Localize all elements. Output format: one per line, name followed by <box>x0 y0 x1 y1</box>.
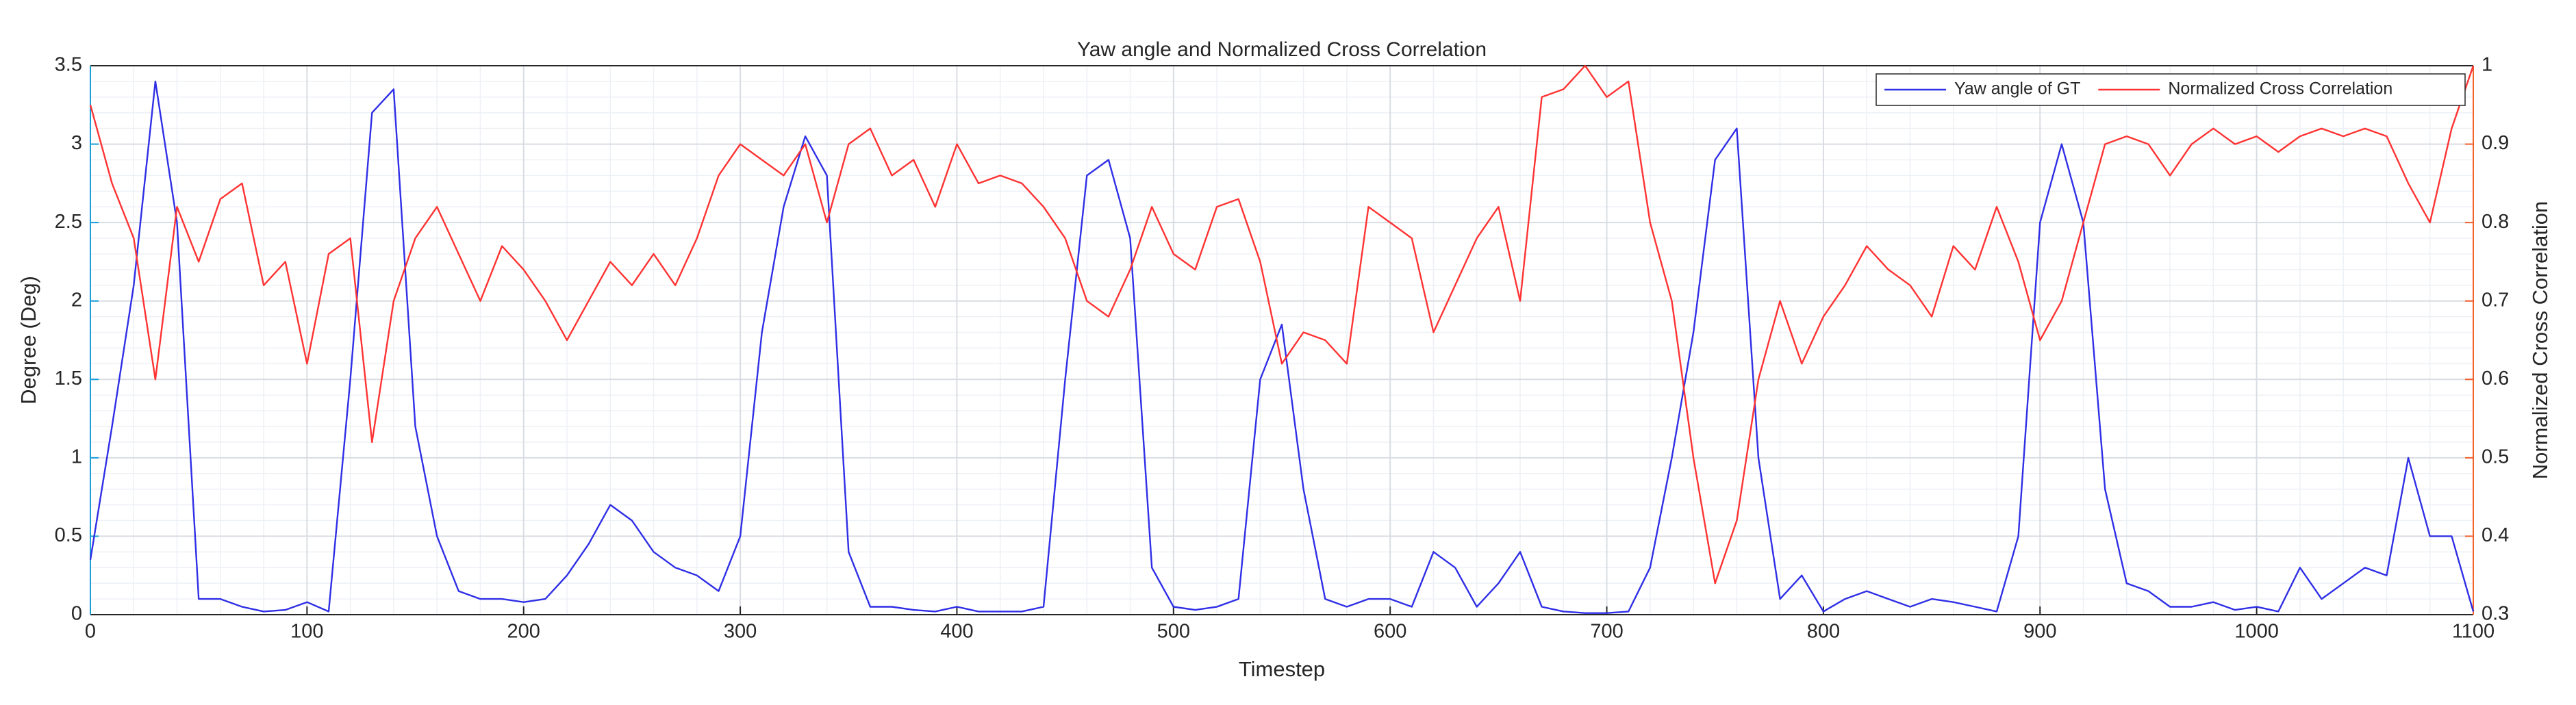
y-tick-label: 0 <box>71 603 82 625</box>
legend-label: Yaw angle of GT <box>1954 79 2080 99</box>
x-axis-label: Timestep <box>1239 657 1325 681</box>
x-tick-label: 0 <box>85 621 96 643</box>
x-tick-label: 900 <box>2023 621 2056 643</box>
y2-tick-label: 0.8 <box>2482 211 2509 233</box>
x-tick-label: 300 <box>724 621 757 643</box>
y2-tick-label: 0.5 <box>2482 446 2509 468</box>
y-tick-label: 1.5 <box>55 368 82 389</box>
y-axis-label: Degree (Deg) <box>16 276 40 405</box>
legend-label: Normalized Cross Correlation <box>2168 79 2392 99</box>
y-tick-label: 2.5 <box>55 211 82 233</box>
x-tick-label: 500 <box>1157 621 1190 643</box>
y2-tick-label: 0.4 <box>2482 524 2509 546</box>
y-tick-label: 1 <box>71 446 82 468</box>
y-tick-label: 3.5 <box>55 54 82 76</box>
y-tick-label: 2 <box>71 289 82 311</box>
y2-tick-label: 0.9 <box>2482 132 2509 154</box>
x-tick-label: 700 <box>1590 621 1623 643</box>
y-tick-label: 3 <box>71 132 82 154</box>
x-tick-label: 800 <box>1807 621 1840 643</box>
chart-title: Yaw angle and Normalized Cross Correlati… <box>1077 38 1487 61</box>
y2-axis-label: Normalized Cross Correlation <box>2528 201 2552 480</box>
x-tick-label: 1100 <box>2452 621 2495 643</box>
y2-tick-label: 0.6 <box>2482 368 2509 389</box>
x-tick-label: 100 <box>290 621 323 643</box>
x-tick-label: 400 <box>940 621 973 643</box>
y-tick-label: 0.5 <box>55 524 82 546</box>
y2-tick-label: 0.3 <box>2482 603 2509 625</box>
y2-tick-label: 0.7 <box>2482 289 2509 311</box>
x-tick-label: 600 <box>1374 621 1406 643</box>
x-tick-label: 1000 <box>2234 621 2279 643</box>
series-line <box>89 80 2475 614</box>
series-line <box>89 64 2475 585</box>
x-tick-label: 200 <box>507 621 540 643</box>
y2-tick-label: 1 <box>2482 54 2492 76</box>
legend-box <box>1876 73 2466 106</box>
